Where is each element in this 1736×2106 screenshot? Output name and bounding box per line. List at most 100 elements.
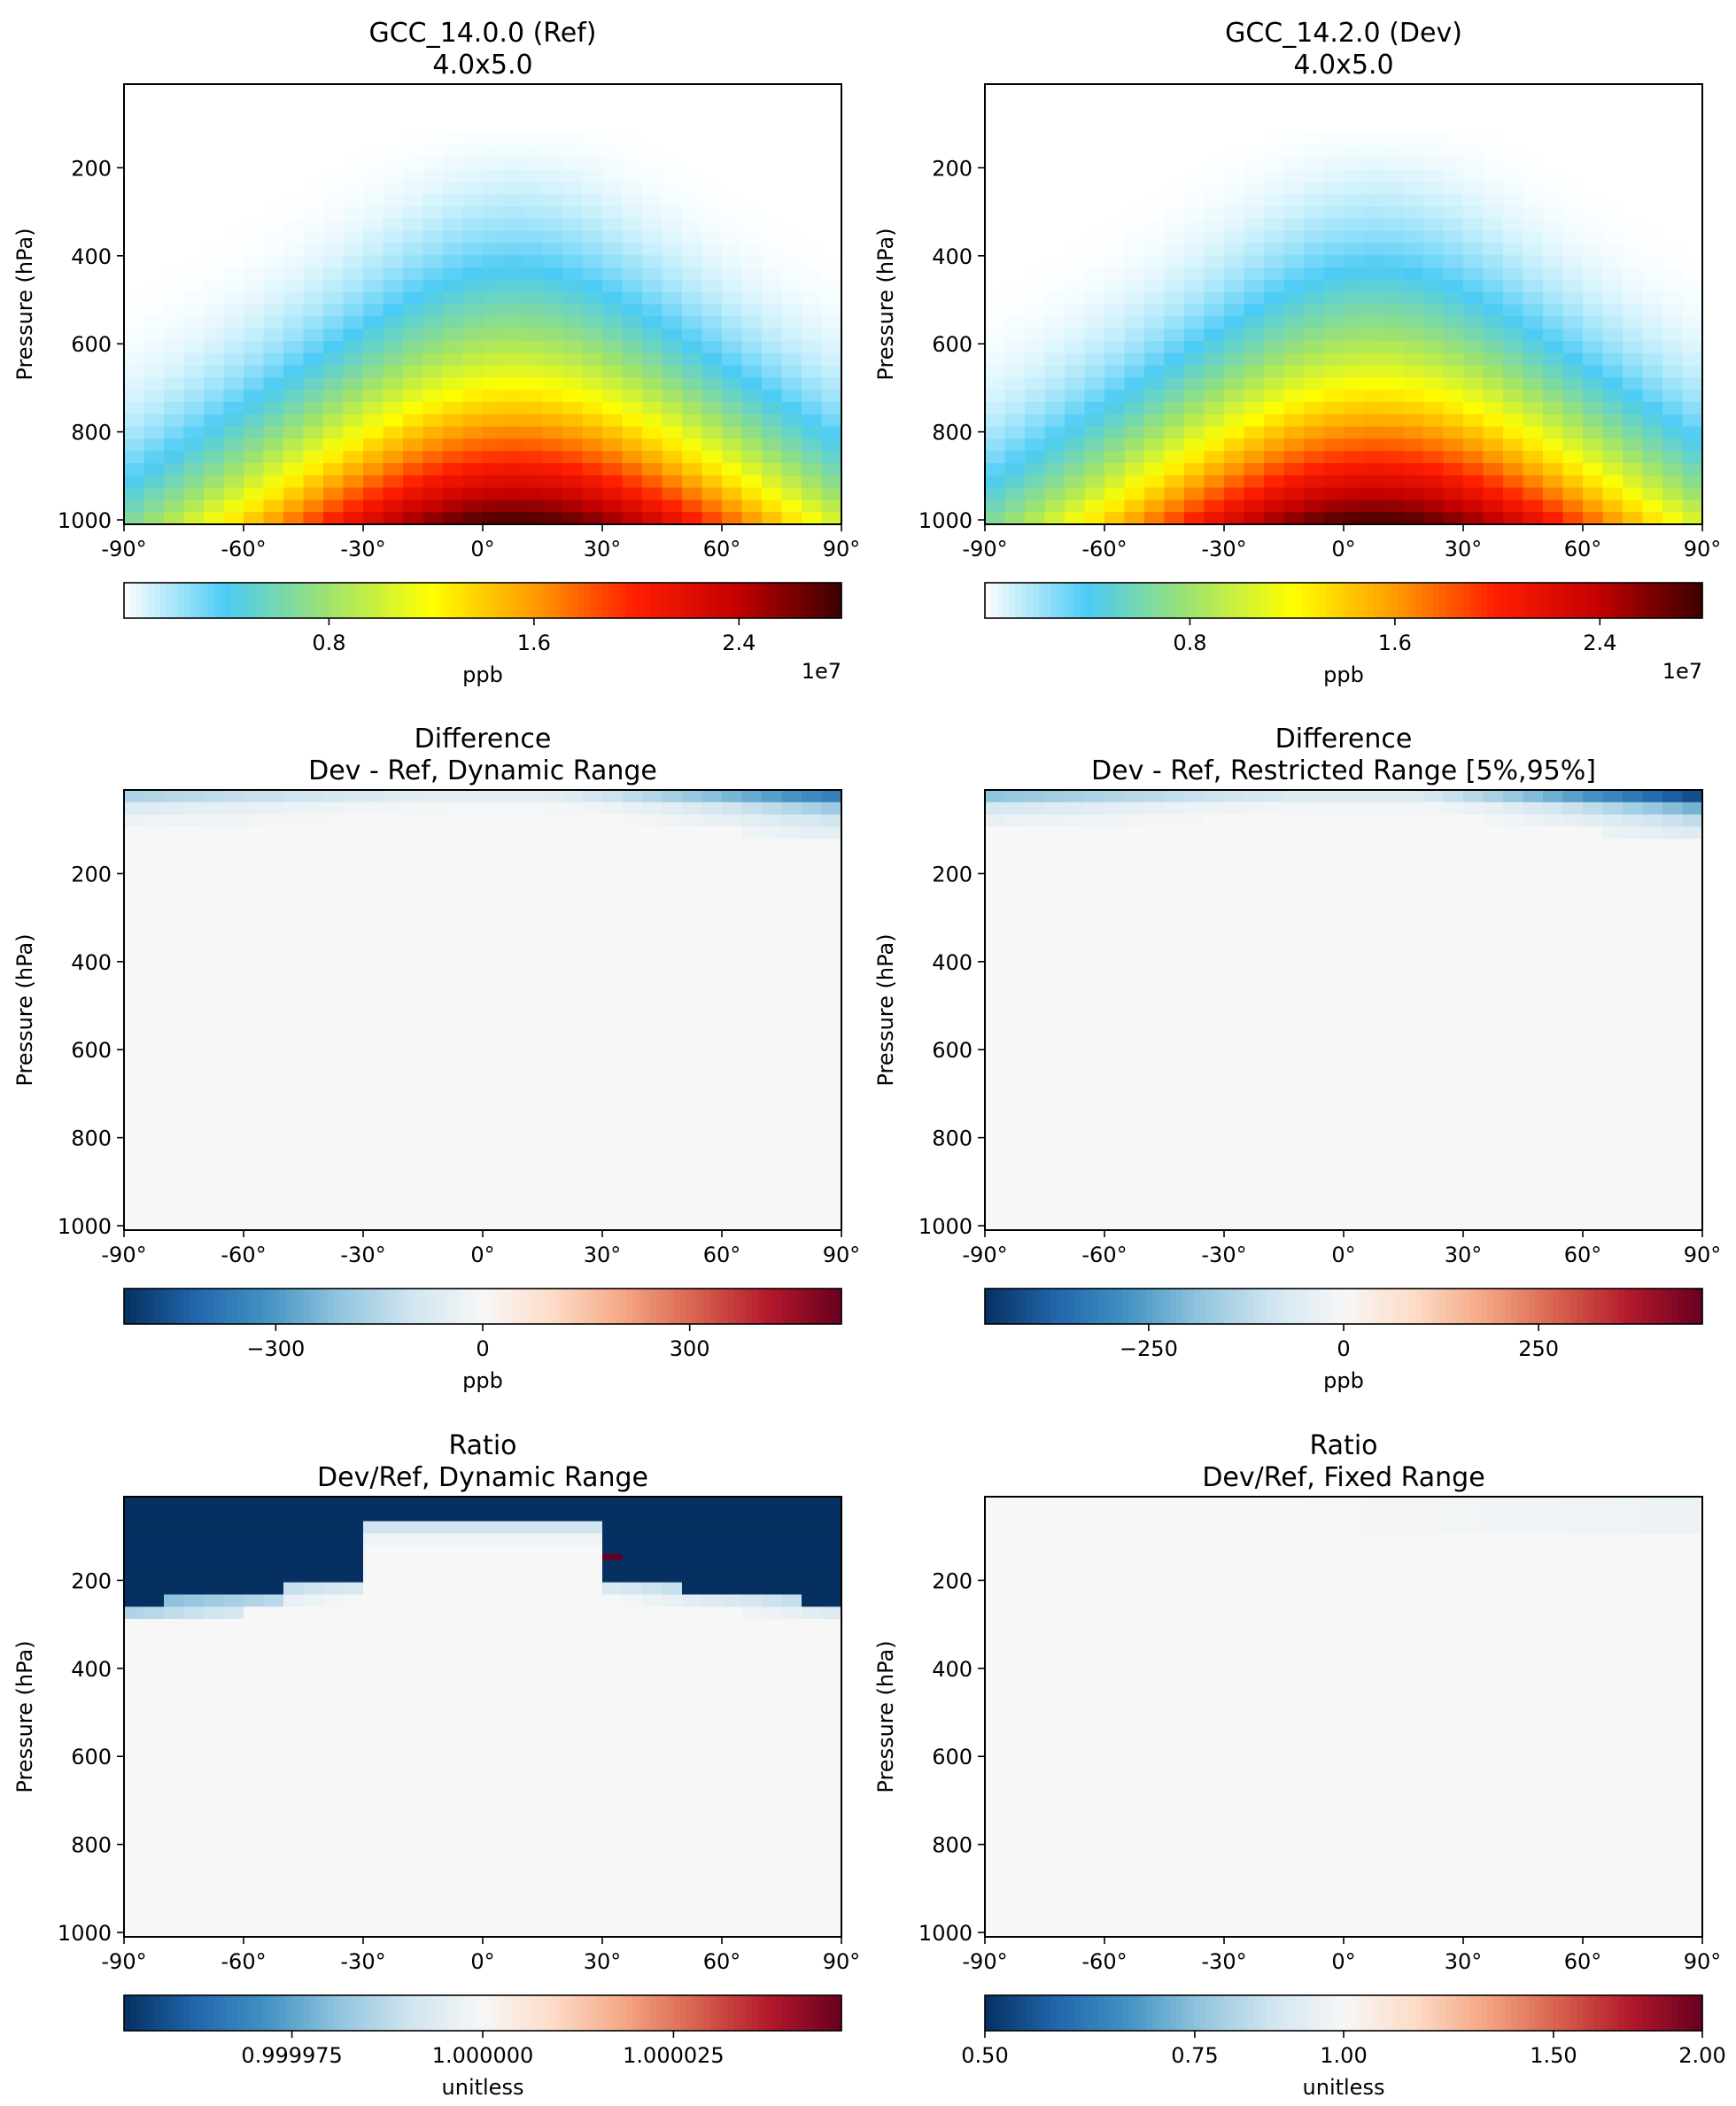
- heatmap-cell: [1323, 851, 1345, 864]
- heatmap-cell: [662, 826, 683, 840]
- heatmap-cell: [223, 936, 244, 950]
- heatmap-cell: [303, 157, 324, 171]
- heatmap-cell: [1662, 426, 1684, 439]
- heatmap-cell: [283, 291, 305, 306]
- heatmap-cell: [701, 169, 723, 183]
- heatmap-cell: [183, 985, 205, 999]
- heatmap-cell: [562, 1132, 584, 1145]
- heatmap-cell: [204, 84, 225, 97]
- heatmap-cell: [1184, 997, 1205, 1011]
- heatmap-cell: [1583, 279, 1604, 293]
- heatmap-cell: [781, 304, 802, 317]
- heatmap-cell: [1543, 230, 1564, 244]
- heatmap-cell: [1304, 924, 1325, 938]
- heatmap-cell: [1403, 316, 1424, 329]
- heatmap-cell: [443, 1071, 464, 1084]
- heatmap-cell: [1044, 426, 1066, 439]
- heatmap-cell: [422, 462, 444, 476]
- heatmap-cell: [462, 814, 484, 828]
- colorbar-segment: [249, 1289, 257, 1324]
- heatmap-cell: [1344, 316, 1365, 329]
- heatmap-cell: [622, 1181, 643, 1195]
- heatmap-cell: [1104, 1157, 1126, 1170]
- heatmap-cell: [985, 1119, 1006, 1134]
- heatmap-cell: [542, 1157, 563, 1170]
- heatmap-cell: [642, 1022, 663, 1035]
- heatmap-cell: [1443, 401, 1464, 415]
- heatmap-cell: [701, 304, 723, 317]
- colorbar-segment: [1415, 583, 1422, 618]
- heatmap-cell: [701, 924, 723, 938]
- heatmap-cell: [602, 243, 624, 256]
- heatmap-cell: [323, 157, 345, 171]
- heatmap-cell: [1583, 390, 1604, 403]
- heatmap-cell: [682, 243, 703, 256]
- heatmap-cell: [1562, 304, 1584, 317]
- heatmap-cell: [562, 826, 584, 840]
- heatmap-cell: [323, 462, 345, 476]
- heatmap-cell: [1164, 108, 1185, 122]
- heatmap-cell: [204, 1034, 225, 1048]
- colorbar-segment: [399, 1289, 406, 1324]
- heatmap-cell: [1283, 145, 1305, 159]
- colorbar-segment: [542, 1289, 549, 1324]
- heatmap-cell: [1642, 401, 1663, 415]
- heatmap-cell: [124, 936, 145, 950]
- heatmap-cell: [422, 1144, 444, 1158]
- heatmap-cell: [582, 936, 603, 950]
- heatmap-cell: [1204, 108, 1225, 122]
- heatmap-cell: [483, 451, 504, 464]
- heatmap-cell: [1642, 206, 1663, 220]
- heatmap-cell: [642, 182, 663, 195]
- heatmap-cell: [323, 96, 345, 110]
- heatmap-cell: [462, 936, 484, 950]
- heatmap-cell: [1144, 145, 1166, 159]
- colorbar-segment: [220, 583, 227, 618]
- heatmap-cell: [1104, 96, 1126, 110]
- heatmap-cell: [821, 973, 842, 987]
- heatmap-cell: [244, 985, 265, 999]
- heatmap-cell: [1104, 462, 1126, 476]
- heatmap-cell: [124, 340, 145, 354]
- heatmap-cell: [802, 414, 823, 428]
- colorbar-segment: [1631, 583, 1638, 618]
- heatmap-cell: [1323, 291, 1345, 306]
- heatmap-cell: [263, 997, 284, 1011]
- heatmap-cell: [403, 267, 424, 281]
- heatmap-cell: [1065, 1034, 1086, 1048]
- heatmap-cell: [682, 1022, 703, 1035]
- heatmap-cell: [124, 316, 145, 329]
- heatmap-cell: [1443, 206, 1464, 220]
- heatmap-cell: [1423, 279, 1445, 293]
- heatmap-cell: [602, 218, 624, 232]
- heatmap-cell: [741, 875, 763, 889]
- heatmap-cell: [1065, 120, 1086, 134]
- heatmap-cell: [183, 1132, 205, 1145]
- heatmap-cell: [1244, 512, 1265, 525]
- heatmap-cell: [1363, 304, 1384, 317]
- heatmap-cell: [1642, 218, 1663, 232]
- heatmap-cell: [1084, 267, 1105, 281]
- heatmap-cell: [183, 451, 205, 464]
- heatmap-cell: [283, 120, 305, 134]
- heatmap-cell: [1642, 340, 1663, 354]
- heatmap-cell: [443, 218, 464, 232]
- heatmap-cell: [741, 839, 763, 852]
- heatmap-cell: [422, 948, 444, 962]
- heatmap-cell: [1144, 1096, 1166, 1109]
- heatmap-cell: [1025, 316, 1046, 329]
- heatmap-cell: [1164, 1046, 1185, 1060]
- heatmap-cell: [223, 1205, 244, 1219]
- heatmap-cell: [403, 961, 424, 974]
- heatmap-cell: [1065, 499, 1086, 513]
- heatmap-cell: [1283, 438, 1305, 452]
- heatmap-cell: [781, 84, 802, 97]
- heatmap-cell: [1562, 206, 1584, 220]
- heatmap-cell: [1224, 487, 1245, 500]
- heatmap-cell: [802, 851, 823, 864]
- heatmap-cell: [1044, 1144, 1066, 1158]
- heatmap-cell: [502, 108, 523, 122]
- heatmap-cell: [422, 182, 444, 195]
- heatmap-cell: [1403, 475, 1424, 489]
- heatmap-cell: [204, 108, 225, 122]
